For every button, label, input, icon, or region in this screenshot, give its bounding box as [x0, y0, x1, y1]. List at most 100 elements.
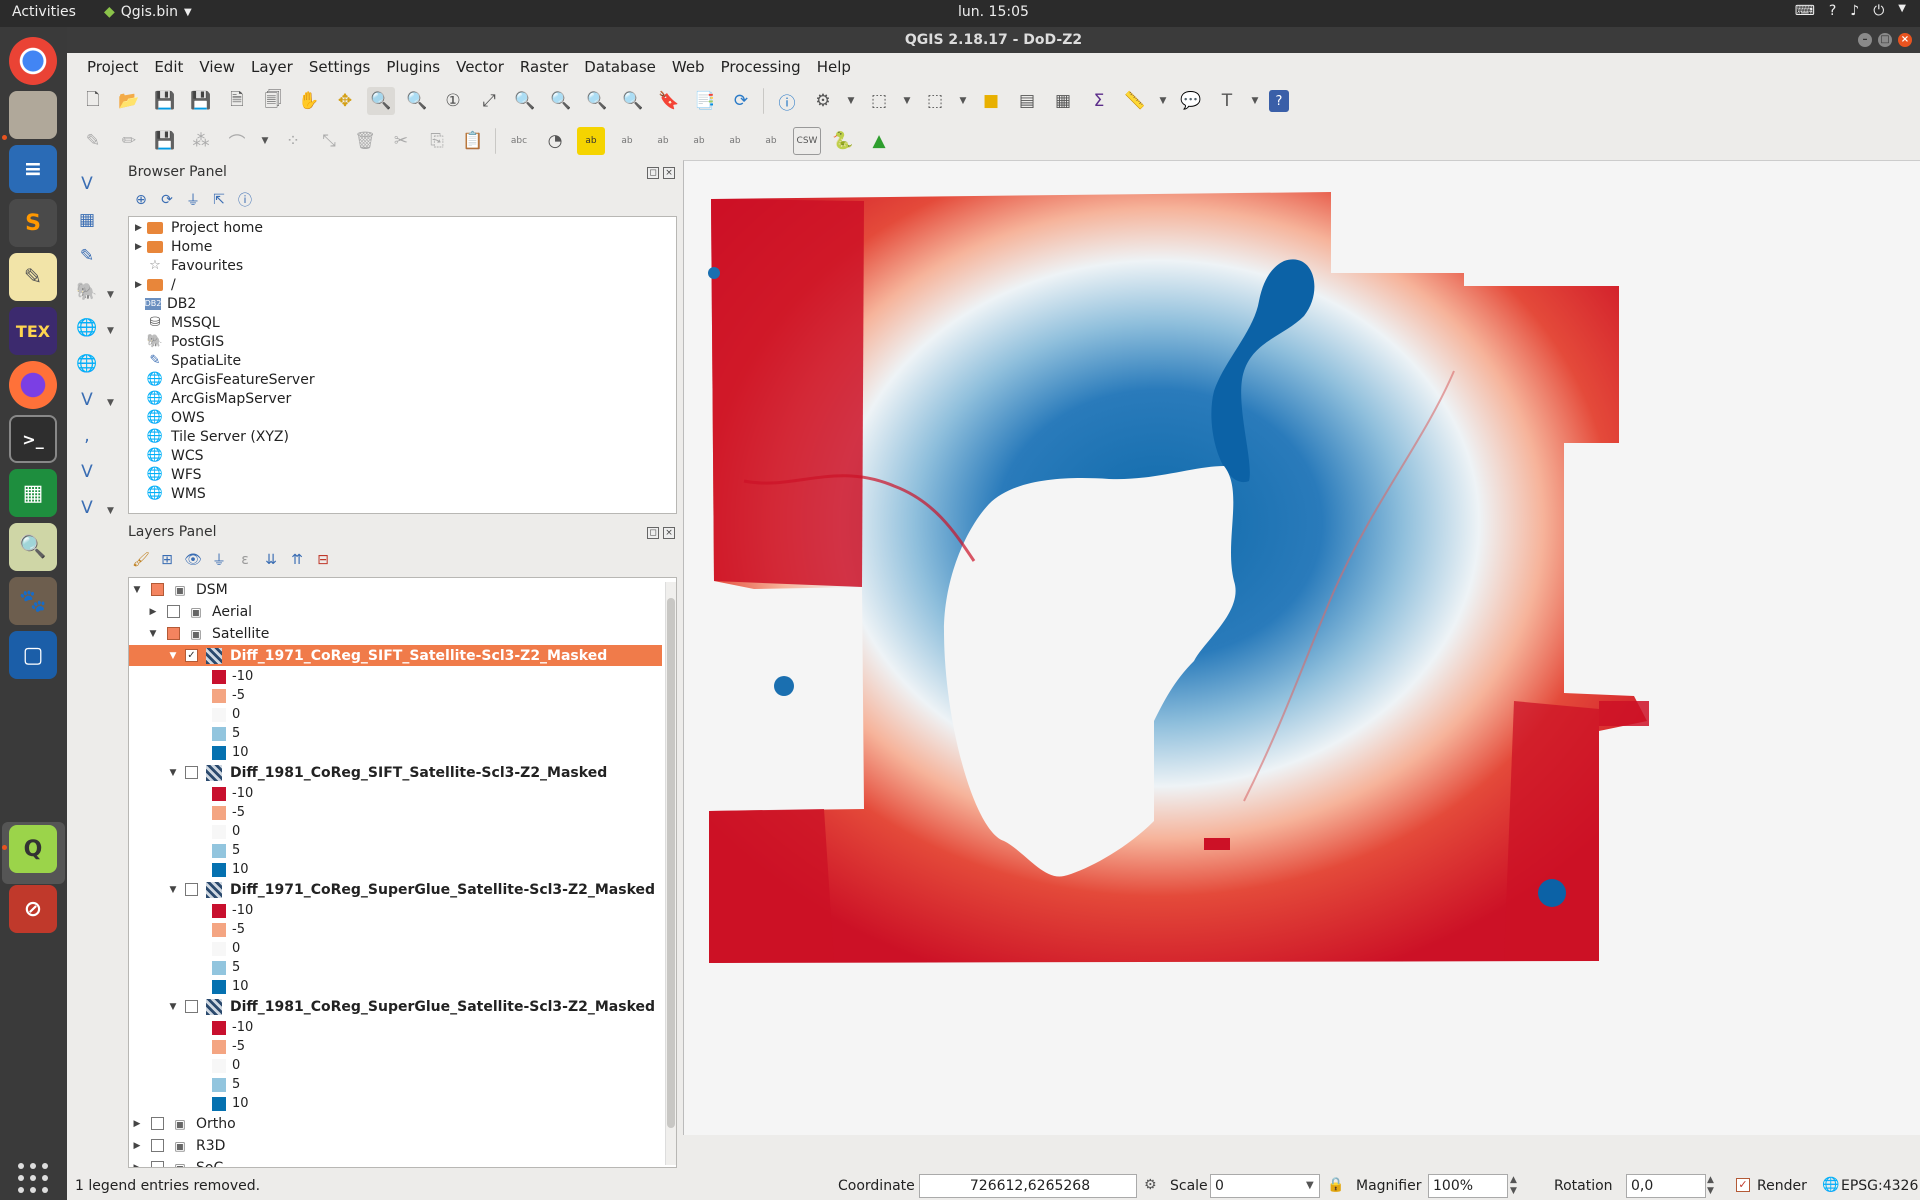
new-bookmark-icon[interactable]: 🔖 [658, 91, 680, 111]
menu-layer[interactable]: Layer [251, 58, 293, 76]
csw-icon[interactable]: CSW [793, 127, 821, 155]
zoom-to-selection-icon[interactable]: 🔍 [514, 91, 536, 111]
render-checkbox[interactable]: ✓ [1736, 1178, 1750, 1192]
menu-plugins[interactable]: Plugins [386, 58, 441, 76]
group-visibility-checkbox[interactable] [151, 1117, 164, 1130]
chrome-icon[interactable] [9, 37, 57, 85]
expand-arrow-icon[interactable]: ▶ [133, 1162, 141, 1168]
cut-features-icon[interactable]: ✂ [393, 131, 409, 151]
zoom-last-icon[interactable]: 🔍 [586, 91, 608, 111]
new-print-composer-icon[interactable]: 🗎 [230, 89, 244, 110]
chevron-down-icon[interactable]: ▼ [903, 96, 911, 106]
close-icon[interactable]: × [1898, 33, 1912, 47]
zoom-in-icon[interactable]: 🔍 [367, 87, 395, 115]
layer-row[interactable]: ▼ ✓ Diff_1971_CoReg_SIFT_Satellite-Scl3-… [129, 645, 662, 666]
activities-button[interactable]: Activities [12, 4, 76, 20]
menu-help[interactable]: Help [816, 58, 851, 76]
menu-edit[interactable]: Edit [154, 58, 184, 76]
collapse-arrow-icon[interactable]: ▼ [133, 584, 141, 595]
browser-item-mssql[interactable]: ⛁ MSSQL [129, 313, 220, 332]
firefox-icon[interactable] [9, 361, 57, 409]
expand-arrow-icon[interactable]: ▶ [135, 222, 142, 233]
manage-visibility-icon[interactable]: 👁 [184, 552, 202, 568]
expand-arrow-icon[interactable]: ▶ [135, 241, 142, 252]
image-viewer-icon[interactable]: 🔍 [9, 523, 57, 571]
terminal-icon[interactable]: >_ [9, 415, 57, 463]
menu-web[interactable]: Web [671, 58, 705, 76]
browser-item-arcgis-feature-server[interactable]: 🌐 ArcGisFeatureServer [129, 370, 315, 389]
move-label-icon[interactable]: ab [693, 136, 705, 146]
chevron-down-icon[interactable]: ▼ [107, 290, 114, 300]
layer-visibility-checkbox[interactable]: ✓ [185, 649, 198, 662]
spin-down-icon[interactable]: ▼ [1510, 1186, 1517, 1196]
chevron-down-icon[interactable]: ▼ [107, 326, 114, 336]
add-wcs-layer-icon[interactable]: 🌐 [76, 354, 98, 374]
layer-group-r3d[interactable]: ▶ ▣ R3D [129, 1135, 662, 1156]
delete-selected-icon[interactable]: 🗑 [354, 131, 376, 151]
rotation-field[interactable]: 0,0 [1626, 1174, 1706, 1198]
expand-arrow-icon[interactable]: ▶ [149, 606, 157, 617]
browser-item-arcgis-map-server[interactable]: 🌐 ArcGisMapServer [129, 389, 291, 408]
layers-scrollbar[interactable] [665, 582, 676, 1165]
add-postgis-layer-icon[interactable]: 🐘 [76, 282, 98, 302]
collapse-arrow-icon[interactable]: ▼ [169, 650, 177, 661]
add-ring-icon[interactable]: ⌒ [228, 133, 246, 154]
highlight-pinned-labels-icon[interactable]: ab [577, 127, 605, 155]
menu-raster[interactable]: Raster [519, 58, 569, 76]
pan-icon[interactable]: ✋ [298, 91, 320, 111]
text-editor-icon[interactable]: ✎ [9, 253, 57, 301]
crs-label[interactable]: EPSG:4326 [1841, 1178, 1919, 1194]
layer-group-aerial[interactable]: ▶ ▣ Aerial [147, 601, 662, 622]
filter-by-expression-icon[interactable]: ε [241, 552, 249, 568]
gimp-icon[interactable]: 🐾 [9, 577, 57, 625]
menu-vector[interactable]: Vector [456, 58, 504, 76]
chevron-down-icon[interactable]: ▼ [1306, 1180, 1314, 1191]
change-label-icon[interactable]: ab [765, 136, 777, 146]
writer-icon[interactable]: ≡ [9, 145, 57, 193]
zoom-to-layer-icon[interactable]: 🔍 [550, 91, 572, 111]
open-project-icon[interactable]: 📂 [118, 91, 140, 111]
lock-icon[interactable]: 🔒 [1327, 1177, 1345, 1193]
group-visibility-checkbox[interactable] [151, 1161, 164, 1167]
copy-features-icon[interactable]: ⎘ [430, 131, 444, 151]
node-tool-icon[interactable]: ⁘ [285, 131, 301, 151]
expand-all-icon[interactable]: ⇊ [265, 552, 277, 568]
qgis-icon[interactable]: Q [9, 825, 57, 873]
rotate-label-icon[interactable]: ab [729, 136, 741, 146]
zoom-full-icon[interactable]: ⤢ [482, 91, 496, 111]
chevron-down-icon[interactable]: ▼ [107, 398, 114, 408]
run-action-icon[interactable]: ⚙ [815, 91, 831, 111]
add-virtual-layer-icon[interactable]: V [81, 462, 93, 482]
browser-item-wms[interactable]: 🌐 WMS [129, 484, 206, 503]
deselect-icon[interactable]: ■ [982, 91, 1000, 111]
current-edits-icon[interactable]: ✎ [85, 131, 101, 151]
remove-layer-icon[interactable]: ⊟ [317, 552, 329, 568]
power-icon[interactable]: ⏻ [1873, 3, 1885, 19]
browser-item-ows[interactable]: 🌐 OWS [129, 408, 205, 427]
spin-down-icon[interactable]: ▼ [1707, 1186, 1714, 1196]
browser-item-wcs[interactable]: 🌐 WCS [129, 446, 204, 465]
pan-to-selection-icon[interactable]: ✥ [337, 91, 353, 111]
chevron-down-icon[interactable]: ▼ [1159, 96, 1167, 106]
zoom-out-icon[interactable]: 🔍 [406, 91, 428, 111]
expand-arrow-icon[interactable]: ▶ [133, 1140, 141, 1151]
collapse-arrow-icon[interactable]: ▼ [169, 767, 177, 778]
maximize-icon[interactable]: □ [1878, 33, 1892, 47]
zoom-next-icon[interactable]: 🔍 [622, 91, 644, 111]
layer-labeling-icon[interactable]: abc [510, 136, 528, 146]
group-visibility-checkbox[interactable] [167, 605, 180, 618]
files-icon[interactable] [9, 91, 57, 139]
menu-project[interactable]: Project [87, 58, 139, 76]
chevron-down-icon[interactable]: ▼ [261, 136, 269, 146]
collapse-all-icon[interactable]: ⇈ [291, 552, 303, 568]
diagram-options-icon[interactable]: ◔ [547, 131, 563, 151]
chevron-down-icon[interactable]: ▼ [1898, 3, 1906, 14]
composer-manager-icon[interactable]: 🗐 [264, 89, 282, 110]
layer-row[interactable]: ▼ Diff_1981_CoReg_SuperGlue_Satellite-Sc… [129, 996, 662, 1017]
group-visibility-checkbox[interactable] [151, 583, 164, 596]
coordinate-field[interactable]: 726612,6265268 [919, 1174, 1137, 1198]
help-icon[interactable]: ? [1269, 90, 1289, 112]
layer-group-ortho[interactable]: ▶ ▣ Ortho [129, 1113, 662, 1134]
collapse-arrow-icon[interactable]: ▼ [169, 884, 177, 895]
statistics-icon[interactable]: Σ [1093, 91, 1105, 111]
